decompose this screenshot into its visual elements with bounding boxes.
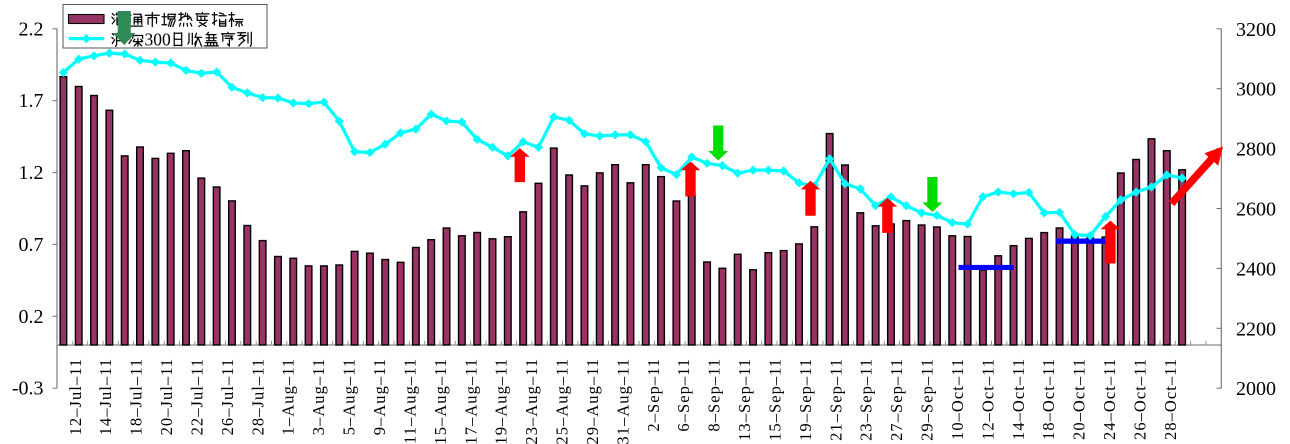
svg-text:18–Jul–11: 18–Jul–11: [127, 358, 146, 436]
svg-text:3–Aug–11: 3–Aug–11: [309, 358, 328, 435]
svg-text:25–Aug–11: 25–Aug–11: [553, 358, 572, 444]
svg-text:2800: 2800: [1236, 139, 1276, 161]
svg-text:0.7: 0.7: [19, 234, 44, 256]
svg-text:19–Aug–11: 19–Aug–11: [492, 358, 511, 444]
svg-text:19–Sep–11: 19–Sep–11: [796, 358, 815, 441]
svg-text:3200: 3200: [1236, 19, 1276, 41]
svg-text:1–Aug–11: 1–Aug–11: [279, 358, 298, 435]
svg-text:23–Sep–11: 23–Sep–11: [857, 358, 876, 441]
svg-text:14–Oct–11: 14–Oct–11: [1009, 358, 1028, 440]
svg-text:2.2: 2.2: [19, 18, 44, 40]
svg-text:17–Aug–11: 17–Aug–11: [461, 358, 480, 444]
svg-text:28–Oct–11: 28–Oct–11: [1161, 358, 1180, 440]
svg-text:29–Sep–11: 29–Sep–11: [918, 358, 937, 441]
svg-text:6–Sep–11: 6–Sep–11: [674, 358, 693, 432]
svg-text:18–Oct–11: 18–Oct–11: [1039, 358, 1058, 440]
svg-text:2400: 2400: [1236, 258, 1276, 280]
svg-text:1.7: 1.7: [19, 90, 44, 112]
svg-text:0.2: 0.2: [19, 306, 44, 328]
svg-text:-0.3: -0.3: [12, 378, 44, 400]
svg-text:26–Jul–11: 26–Jul–11: [218, 358, 237, 436]
svg-text:12–Oct–11: 12–Oct–11: [978, 358, 997, 440]
svg-text:20–Oct–11: 20–Oct–11: [1070, 358, 1089, 440]
svg-text:2000: 2000: [1236, 378, 1276, 400]
svg-text:2600: 2600: [1236, 199, 1276, 221]
svg-text:2–Sep–11: 2–Sep–11: [644, 358, 663, 432]
svg-text:11–Aug–11: 11–Aug–11: [400, 358, 419, 444]
svg-text:29–Aug–11: 29–Aug–11: [583, 358, 602, 444]
svg-text:28–Jul–11: 28–Jul–11: [248, 358, 267, 436]
svg-text:23–Aug–11: 23–Aug–11: [522, 358, 541, 444]
svg-text:8–Sep–11: 8–Sep–11: [705, 358, 724, 432]
svg-text:20–Jul–11: 20–Jul–11: [157, 358, 176, 436]
svg-text:24–Oct–11: 24–Oct–11: [1100, 358, 1119, 440]
svg-text:13–Sep–11: 13–Sep–11: [735, 358, 754, 441]
svg-text:15–Aug–11: 15–Aug–11: [431, 358, 450, 444]
svg-text:300: 300: [145, 29, 172, 49]
svg-text:26–Oct–11: 26–Oct–11: [1131, 358, 1150, 440]
svg-text:27–Sep–11: 27–Sep–11: [887, 358, 906, 441]
svg-text:14–Jul–11: 14–Jul–11: [96, 358, 115, 436]
svg-text:1.2: 1.2: [19, 162, 44, 184]
svg-text:15–Sep–11: 15–Sep–11: [766, 358, 785, 441]
svg-text:12–Jul–11: 12–Jul–11: [66, 358, 85, 436]
svg-text:10–Oct–11: 10–Oct–11: [948, 358, 967, 440]
svg-text:5–Aug–11: 5–Aug–11: [340, 358, 359, 435]
svg-text:21–Sep–11: 21–Sep–11: [826, 358, 845, 441]
svg-text:2200: 2200: [1236, 318, 1276, 340]
svg-text:22–Jul–11: 22–Jul–11: [188, 358, 207, 436]
svg-text:3000: 3000: [1236, 79, 1276, 101]
svg-text:31–Aug–11: 31–Aug–11: [613, 358, 632, 444]
svg-text:9–Aug–11: 9–Aug–11: [370, 358, 389, 435]
